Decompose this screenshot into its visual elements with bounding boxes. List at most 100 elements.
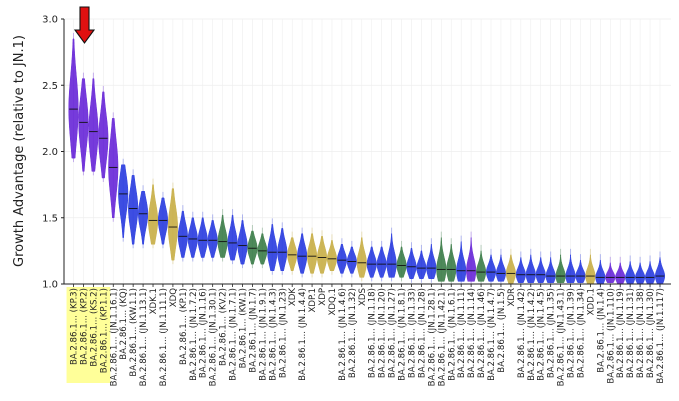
violin-body <box>257 233 268 265</box>
x-tick-label: XDK <box>288 288 298 307</box>
violin-body <box>426 244 437 279</box>
violin <box>197 211 208 262</box>
x-tick-label: BA.2.86.1... (KW.1.1) <box>129 288 139 377</box>
violin-body <box>68 38 79 159</box>
violin <box>118 158 129 242</box>
violin-body <box>237 220 248 265</box>
violin-body <box>476 250 487 282</box>
y-tick-label: 1.5 <box>42 213 58 224</box>
x-tick-label: BA.2.86.1... (JN.1.31) <box>626 288 636 378</box>
violin-body <box>525 254 536 283</box>
violin-body <box>366 246 377 278</box>
x-tick-label: BA.2.86.1... (JN.1.16) <box>199 288 209 378</box>
violin-body <box>505 254 516 285</box>
x-tick-label: BA.2.86.1... (JN.1.30.1) <box>209 288 219 386</box>
x-tick-label: BA.2.86.1... (JN.1.27) <box>388 288 398 378</box>
x-tick-label: BA.2.86.1... (JN.1.4.7) <box>487 288 497 381</box>
x-tick-label: BA.2.86.1... (JN.1.4) <box>596 288 606 373</box>
x-tick-label: BA.2.86.1... (JN.1.20) <box>378 288 388 378</box>
x-tick-label: BA.2.86.1... (JN.1.7.1) <box>229 288 239 381</box>
violin-body <box>615 262 626 285</box>
x-tick-label: BA.2.86.1... (KV.2) <box>219 288 229 366</box>
violin <box>326 234 337 275</box>
violin <box>78 72 89 176</box>
x-tick-label: BA.2.86.1... (KP.3) <box>70 288 80 365</box>
violin <box>615 256 626 288</box>
violin <box>505 248 516 288</box>
violin-body <box>625 261 636 285</box>
x-tick-label: BA.2.86.1... (JN.1.4.4) <box>298 288 308 381</box>
highlight-band <box>66 287 111 383</box>
violin-body <box>346 246 357 274</box>
violin <box>187 211 198 262</box>
x-tick-label: BA.2.86.1... (JN.1.35) <box>547 288 557 378</box>
y-tick-labels: 1.0 1.5 2.0 2.5 3.0 <box>42 15 64 291</box>
x-tick-label: BA.2.86.1... (KP.2) <box>79 288 89 365</box>
x-tick-label: XDP <box>318 288 328 306</box>
violin <box>585 248 596 288</box>
violin <box>346 240 357 278</box>
red-arrow-indicator <box>73 6 96 44</box>
violin <box>207 214 218 262</box>
violin-body <box>585 254 596 285</box>
x-tick-label: BA.2.86.1... (JN.1.19) <box>616 288 626 378</box>
violin <box>416 244 427 283</box>
violin <box>157 191 168 249</box>
violin <box>366 240 377 282</box>
x-tick-label: BA.2.86.1... (JN.1.9.1) <box>258 288 268 381</box>
violin-body <box>386 233 397 278</box>
violin <box>515 251 526 287</box>
violin-body <box>277 228 288 271</box>
violin-body <box>515 257 526 283</box>
violin-body <box>485 254 497 282</box>
x-tick-label: BA.2.86.1... (JN.1.4.2) <box>527 288 537 381</box>
x-tick-label: BA.2.86.1... (KW.1) <box>238 288 248 368</box>
x-tick-label: XDD.1 <box>586 288 596 315</box>
violin-body <box>167 188 178 261</box>
x-tick-label: BA.2.86.1... (JN.1.34) <box>576 288 586 378</box>
violin <box>426 238 437 283</box>
violin-body <box>118 164 129 238</box>
violin-body <box>316 236 328 274</box>
x-tick-label: BA.2.86.1... (KQ) <box>119 288 129 360</box>
y-tick-label: 1.0 <box>42 280 58 291</box>
arrow-shape <box>73 6 96 44</box>
violin <box>267 218 278 275</box>
violin <box>316 230 328 278</box>
violin <box>485 248 497 286</box>
violin <box>257 227 268 269</box>
violin <box>565 248 576 287</box>
violin-body <box>446 244 457 282</box>
x-tick-label: BA.2.86.1... (JN.1.16.1) <box>109 288 119 386</box>
violin-body <box>436 237 447 282</box>
violin-body <box>207 220 218 258</box>
x-tick-label: BA.2.86.1... (JN.1.13.1) <box>139 288 149 386</box>
x-tick-label: XDS <box>358 288 368 306</box>
violin-body <box>605 262 616 283</box>
violin-body <box>98 91 109 179</box>
x-tick-label: BA.2.86.1... (JN.1.42) <box>517 288 527 378</box>
label-highlight <box>66 287 111 383</box>
x-tick-label: BA.2.86.1... (JN.1.8.1) <box>398 288 408 381</box>
violin <box>68 32 79 163</box>
x-tick-label: BA.2.86.1... (JN.1.11.1) <box>159 288 169 386</box>
x-tick-label: BA.2.86.1... (JN.1.110) <box>606 288 616 384</box>
x-tick-label: BA.2.86.1... (JN.1.46) <box>477 288 487 378</box>
violin <box>227 209 238 265</box>
violin <box>555 248 566 287</box>
violin <box>535 251 546 287</box>
x-tick-label: BA.2.86.1... (KS.2) <box>89 288 99 367</box>
x-tick-label: BA.2.86.1... (JN.1.5) <box>497 288 507 373</box>
x-tick-label: BA.2.86.1... (JN.1.4.5) <box>537 288 547 381</box>
x-tick-label: BA.2.86.1... (JN.1.117) <box>656 288 666 384</box>
violin <box>237 214 248 269</box>
violin <box>396 240 407 282</box>
violin-body <box>138 191 149 245</box>
violin-body <box>227 214 238 261</box>
violin-body <box>645 261 656 285</box>
violin-body <box>78 78 89 172</box>
violin <box>575 254 586 287</box>
violin <box>386 227 397 282</box>
violin-body <box>654 257 666 285</box>
violin-body <box>267 224 278 271</box>
